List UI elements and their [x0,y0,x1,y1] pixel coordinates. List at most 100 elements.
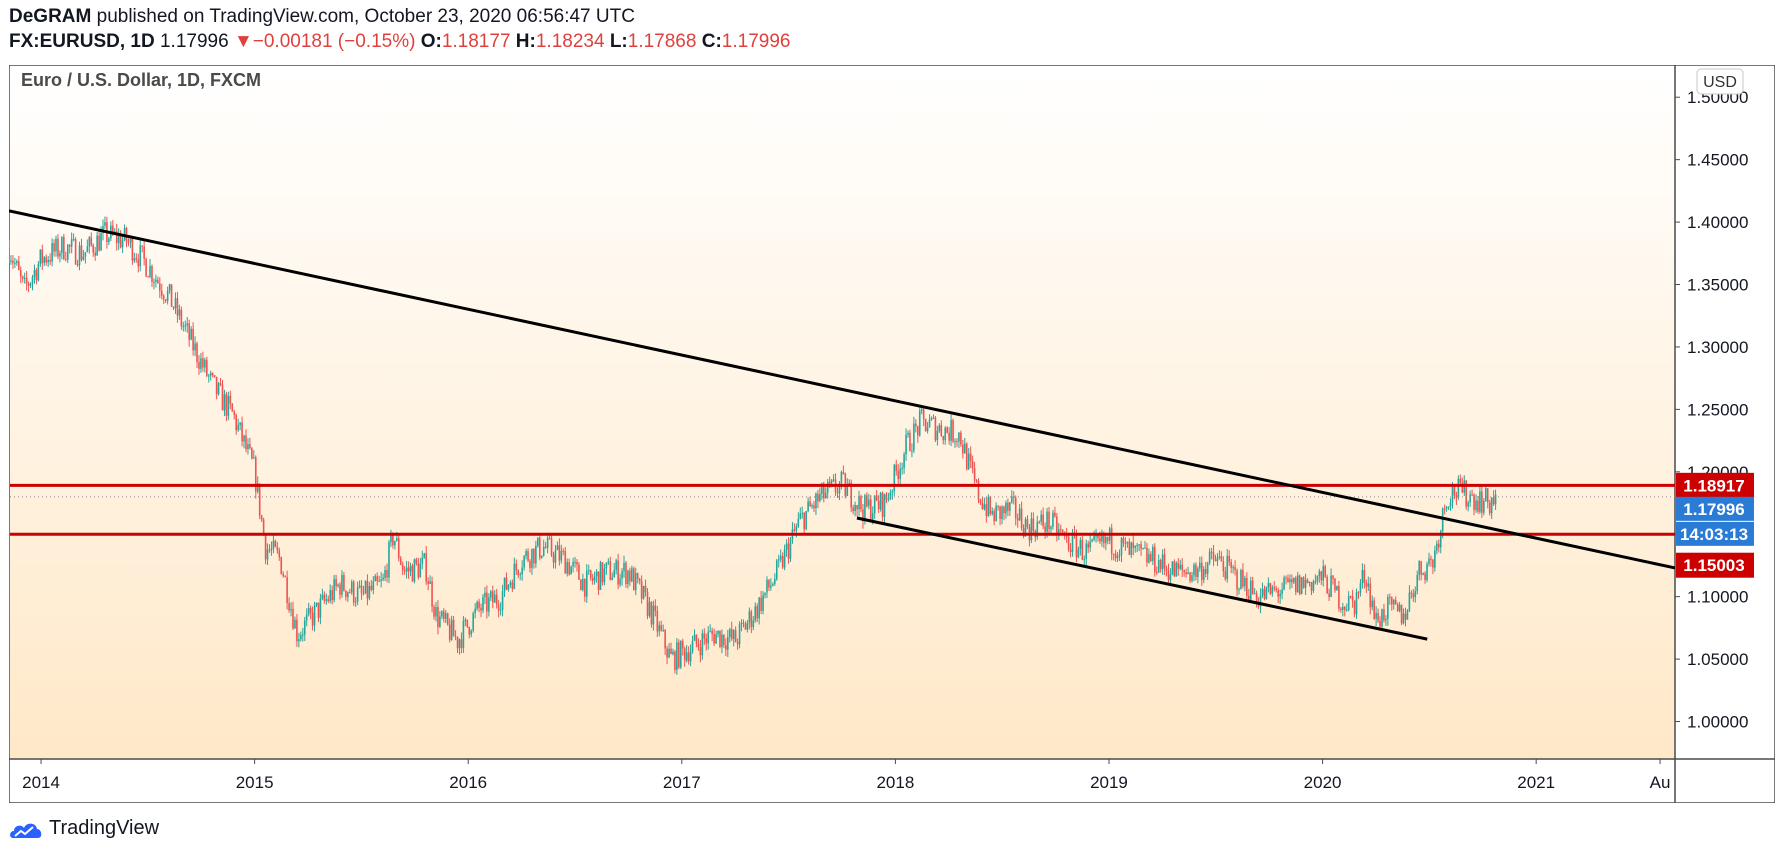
currency-button-label: USD [1703,74,1737,91]
candle-body [27,283,30,286]
candle-body [1228,555,1231,563]
candle-body [1077,549,1080,558]
candle-body [16,261,18,264]
candle-body [262,519,265,536]
candle-body [1418,561,1420,575]
candle-body [333,579,335,601]
candle-body [352,581,355,603]
candle-body [141,245,143,247]
candle-body [1279,593,1281,597]
candle-body [376,576,379,581]
candle-body [172,306,175,309]
candle-body [646,591,649,616]
candle-body [264,535,267,560]
candle-body [331,590,333,601]
candle-body [207,375,210,377]
candle-body [1087,543,1089,548]
candle-body [196,343,198,362]
price-chart[interactable]: 1.000001.050001.100001.150001.200001.250… [9,65,1775,803]
candle-body [1181,564,1184,570]
bar-countdown-tag: 14:03:13 [1680,525,1748,544]
candle-body [321,594,324,599]
candle-body [227,395,230,416]
candle-body [1330,575,1332,597]
candle-body [1189,572,1191,581]
candle-body [601,562,604,583]
candle-body [1103,533,1105,544]
candle-body [566,562,569,574]
candle-body [296,619,298,642]
candle-body [840,472,843,484]
candle-body [17,261,20,270]
candle-body [143,246,145,259]
candle-body [517,570,520,576]
candle-body [270,548,273,550]
candle-body [100,232,102,251]
candle-body [742,622,745,624]
candle-body [554,550,557,563]
candle-body [482,597,484,611]
candle-body [537,537,539,546]
candle-body [817,493,819,502]
candle-body [495,594,498,605]
candle-body [131,238,134,261]
x-tick-label: 2019 [1090,773,1128,792]
candle-body [421,557,424,564]
lower-trendline[interactable] [856,516,1428,641]
candle-body [31,277,34,284]
candle-body [292,609,294,629]
candle-body [59,253,61,257]
candle-body [119,234,122,248]
candle-body [1044,526,1046,532]
candle-body [1208,551,1211,564]
candle-body [754,606,757,621]
publisher-name[interactable]: DeGRAM [9,6,92,27]
currency-button[interactable]: USD [1696,68,1744,95]
candle-body [1295,577,1297,593]
high-label: H: [515,31,536,52]
candle-body [813,505,815,509]
candle-body [774,578,776,584]
candle-body [1300,577,1303,595]
candle-body [372,581,375,590]
candle-body [1304,579,1307,588]
candle-body [826,481,829,493]
candle-body [1179,564,1182,569]
candle-body [219,383,222,385]
candle-body [104,222,106,226]
candle-body [1216,557,1219,562]
candle-body [35,269,38,281]
candle-body [1161,554,1164,570]
candle-body [613,569,616,578]
candle-body [288,603,290,611]
candle-body [836,492,839,494]
time-axis[interactable]: 2014 2015 2016 2017 2018 2019 2020 2021 Au [22,759,1670,792]
candle-body [1269,583,1272,594]
candle-body [249,444,251,449]
candle-body [1320,571,1323,581]
tradingview-logo[interactable]: TradingView [9,817,159,840]
candle-body [1475,500,1477,510]
plot-area[interactable] [10,66,1675,759]
candle-body [846,485,849,496]
candle-body [523,556,525,568]
candle-body [149,266,151,277]
candle-body [1040,514,1042,522]
candle-body [584,578,586,597]
candle-body [650,601,653,625]
candle-body [286,576,288,604]
candle-body [401,564,404,571]
x-tick-label: Au [1650,773,1671,792]
candle-body [674,651,676,671]
candle-body [188,323,190,340]
candle-body [756,606,758,619]
candle-body [1353,600,1356,615]
candle-body [354,601,357,603]
candle-body [977,480,980,500]
candle-body [920,409,923,411]
upper-trendline[interactable] [9,209,1676,570]
candle-body [725,645,727,650]
candle-body [23,277,26,279]
candle-body [515,563,518,571]
candle-body [895,464,898,472]
